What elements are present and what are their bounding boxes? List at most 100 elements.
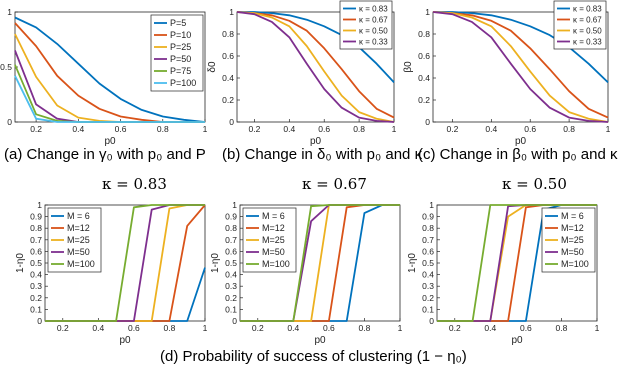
chart4-ytick-label: 0.1: [30, 304, 42, 314]
chart6-ytick-label: 0.5: [422, 258, 434, 268]
chart3-legend-label: κ = 0.33: [573, 38, 602, 47]
chart6-legend-label: M=100: [561, 259, 589, 269]
chart2-legend-label: κ = 0.33: [359, 38, 388, 47]
chart2-xtick-label: 1: [392, 124, 397, 134]
chart1-legend-box: [150, 14, 204, 92]
chart6-xtick-label: 0.6: [520, 323, 532, 333]
chart4-legend-label: M = 6: [67, 211, 90, 221]
chart1-xtick-label: 0.8: [157, 124, 169, 134]
chart4-xtick-label: 0.8: [164, 323, 176, 333]
chart5-legend-label: M=25: [262, 235, 285, 245]
chart4-series-line: [45, 204, 205, 322]
chart6-ytick-label: 0.6: [422, 246, 434, 256]
chart5-ytick-label: 0.4: [225, 270, 237, 280]
chart3-ytick-label: 0.2: [418, 95, 430, 105]
chart5-series-line: [240, 204, 400, 322]
chart6-legend-label: M = 6: [561, 211, 584, 221]
chart2-ytick-label: 0.2: [222, 95, 234, 105]
chart1-series-line: [14, 16, 206, 123]
chart6-xtick-label: 0.4: [484, 323, 496, 333]
chart5-xlabel: p0: [314, 335, 326, 346]
chart4-xlabel: p0: [119, 335, 131, 346]
chart2-ytick-label: 0.4: [222, 73, 234, 83]
chart6-ytick-label: 1: [429, 200, 434, 210]
chart2-ytick-label: 0: [229, 117, 234, 127]
chart5-ytick-label: 0.8: [225, 223, 237, 233]
chart6-xtick-label: 0.8: [556, 323, 568, 333]
chart6-legend-label: M=25: [561, 235, 584, 245]
chart6-ytick-label: 0: [429, 316, 434, 326]
chart6-ytick-label: 0.8: [422, 223, 434, 233]
chart2-xlabel: p0: [310, 136, 322, 147]
chart3-ytick-label: 0.8: [418, 29, 430, 39]
chart5-ytick-label: 0.5: [225, 258, 237, 268]
chart1-legend-label: P=100: [170, 78, 196, 88]
chart1-xtick-label: 0.4: [72, 124, 84, 134]
chart2-xtick-label: 0.8: [353, 124, 365, 134]
chart3-ytick-label: 0.6: [418, 51, 430, 61]
chart5-ytick-label: 0: [232, 316, 237, 326]
chart3-legend-label: κ = 0.50: [573, 27, 602, 36]
chart5-ytick-label: 0.2: [225, 293, 237, 303]
caption-b: (b) Change in δ₀ with p₀ and κ: [222, 146, 423, 163]
chart1-ytick-label: 1: [7, 7, 12, 17]
chart2-ytick-label: 0.8: [222, 29, 234, 39]
chart2-series-line: [236, 11, 395, 123]
chart6-xtick-label: 1: [595, 323, 600, 333]
chart4-ytick-label: 0.7: [30, 235, 42, 245]
chart4-legend-label: M=25: [67, 235, 90, 245]
chart1-legend-label: P=10: [170, 30, 191, 40]
chart3-xtick-label: 0.6: [524, 124, 536, 134]
chart4-ytick-label: 0.2: [30, 293, 42, 303]
chart6-ytick-label: 0.1: [422, 304, 434, 314]
chart4-ytick-label: 0: [37, 316, 42, 326]
chart4-ytick-label: 0.4: [30, 270, 42, 280]
chart4-xtick-label: 0.6: [128, 323, 140, 333]
chart2-series-line: [237, 11, 395, 84]
chart-title-kappa-050: κ = 0.50: [502, 175, 567, 193]
chart5-legend-label: M=50: [262, 247, 285, 257]
chart5-legend-label: M = 6: [262, 211, 285, 221]
chart3-xtick-label: 0.8: [563, 124, 575, 134]
chart5-ytick-label: 0.9: [225, 212, 237, 222]
chart1-ytick-label: 0.5: [0, 62, 12, 72]
chart1-series-line: [14, 75, 205, 123]
chart2-xtick-label: 0.4: [283, 124, 295, 134]
chart1-ytick-label: 0: [7, 117, 12, 127]
chart4-ylabel: 1-η0: [15, 253, 26, 273]
chart3-legend-label: κ = 0.67: [573, 16, 602, 25]
chart6-xlabel: p0: [511, 335, 523, 346]
chart5-ytick-label: 0.6: [225, 246, 237, 256]
chart3-legend-label: κ = 0.83: [573, 5, 602, 14]
chart2-ytick-label: 0.6: [222, 51, 234, 61]
chart5-ylabel: 1-η0: [210, 253, 221, 273]
chart6-ytick-label: 0.9: [422, 212, 434, 222]
chart5-ytick-label: 1: [232, 200, 237, 210]
chart3-ytick-label: 0: [425, 117, 430, 127]
chart4-legend-label: M=100: [67, 259, 95, 269]
chart3-series-line: [432, 11, 609, 119]
chart6-ytick-label: 0.2: [422, 293, 434, 303]
chart1-xtick-label: 1: [203, 124, 208, 134]
chart5-legend-label: M=12: [262, 223, 285, 233]
chart4-xtick-label: 0.2: [57, 323, 69, 333]
chart4-ytick-label: 0.6: [30, 246, 42, 256]
chart5-ytick-label: 0.1: [225, 304, 237, 314]
chart5-ytick-label: 0.7: [225, 235, 237, 245]
chart3-xlabel: p0: [515, 136, 527, 147]
chart2-legend-label: κ = 0.67: [359, 16, 388, 25]
chart6-legend-label: M=50: [561, 247, 584, 257]
chart1-xlabel: p0: [104, 136, 116, 147]
chart4-ytick-label: 0.5: [30, 258, 42, 268]
chart4-ytick-label: 0.3: [30, 281, 42, 291]
chart2-series-line: [236, 11, 395, 123]
chart3-ylabel: β0: [403, 61, 414, 73]
chart6-ylabel: 1-η0: [407, 253, 418, 273]
chart5-xtick-label: 0.2: [252, 323, 264, 333]
chart1-legend-label: P=50: [170, 54, 191, 64]
chart2-xtick-label: 0.2: [249, 124, 261, 134]
chart6-ytick-label: 0.3: [422, 281, 434, 291]
chart3-xtick-label: 1: [606, 124, 611, 134]
